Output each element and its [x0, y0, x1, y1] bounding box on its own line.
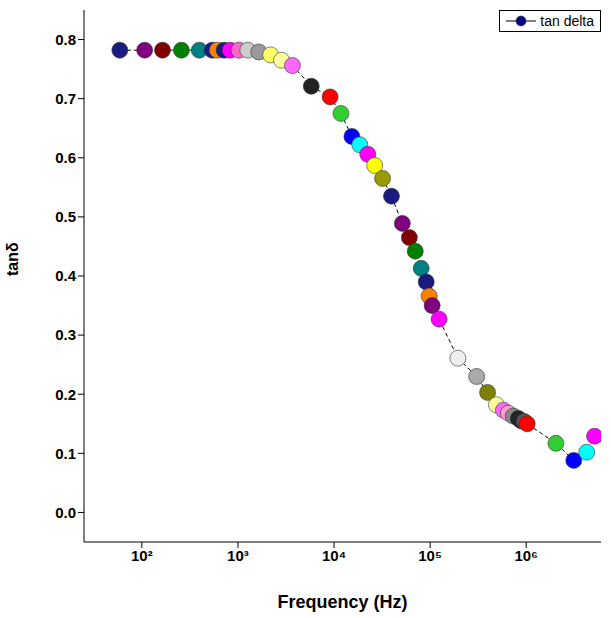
html-text:tan delta: tan delta: [540, 13, 594, 29]
svg-text:0.0: 0.0: [55, 504, 76, 521]
svg-text:10⁵: 10⁵: [418, 547, 442, 564]
svg-text:tanδ: tanδ: [4, 242, 21, 276]
svg-text:10³: 10³: [227, 547, 249, 564]
svg-text:Frequency (Hz): Frequency (Hz): [277, 592, 407, 612]
svg-text:0.7: 0.7: [55, 90, 76, 107]
svg-text:0.8: 0.8: [55, 31, 76, 48]
svg-text:0.5: 0.5: [55, 208, 76, 225]
svg-text:0.3: 0.3: [55, 326, 76, 343]
svg-text:0.2: 0.2: [55, 386, 76, 403]
svg-text:0.6: 0.6: [55, 149, 76, 166]
svg-text:0.1: 0.1: [55, 445, 76, 462]
svg-text:0.4: 0.4: [55, 267, 77, 284]
svg-text:10⁶: 10⁶: [514, 547, 538, 564]
svg-text:10⁴: 10⁴: [322, 547, 346, 564]
svg-text:10²: 10²: [131, 547, 153, 564]
